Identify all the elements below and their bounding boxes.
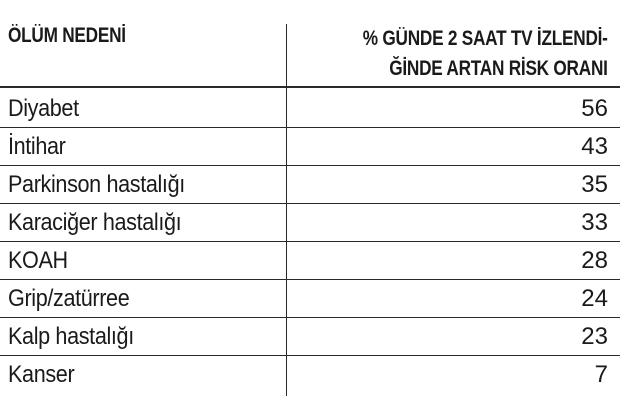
risk-value-cell: 35: [581, 171, 608, 198]
header-risk: % GÜNDE 2 SAAT TV İZLENDİ- ĞİNDE ARTAN R…: [363, 24, 608, 84]
table-row: Parkinson hastalığı 35: [0, 166, 620, 204]
cause-cell: Karaciğer hastalığı: [8, 209, 182, 236]
table-row: Karaciğer hastalığı 33: [0, 204, 620, 242]
cause-cell: KOAH: [8, 247, 68, 274]
cause-cell: Diyabet: [8, 95, 79, 122]
cause-cell: İntihar: [8, 133, 66, 160]
risk-value-cell: 56: [581, 95, 608, 122]
risk-value-cell: 43: [581, 133, 608, 160]
header-rule: [0, 86, 620, 88]
table-body: Diyabet 56 İntihar 43 Parkinson hastalığı 35 K…: [0, 90, 620, 394]
table-row: Diyabet 56: [0, 90, 620, 128]
table-row: Kanser 7: [0, 356, 620, 394]
cause-cell: Kanser: [8, 361, 75, 388]
column-divider: [286, 24, 287, 396]
cause-cell: Kalp hastalığı: [8, 323, 134, 350]
table-row: Kalp hastalığı 23: [0, 318, 620, 356]
table-header: ÖLÜM NEDENİ % GÜNDE 2 SAAT TV İZLENDİ- Ğ…: [0, 0, 620, 88]
risk-value-cell: 33: [581, 209, 608, 236]
table-row: Grip/zatürree 24: [0, 280, 620, 318]
header-cause: ÖLÜM NEDENİ: [8, 24, 126, 47]
cause-cell: Grip/zatürree: [8, 285, 130, 312]
cause-cell: Parkinson hastalığı: [8, 171, 185, 198]
table-row: İntihar 43: [0, 128, 620, 166]
risk-value-cell: 7: [594, 361, 608, 388]
table-row: KOAH 28: [0, 242, 620, 280]
risk-value-cell: 28: [581, 247, 608, 274]
risk-value-cell: 23: [581, 323, 608, 350]
risk-value-cell: 24: [581, 285, 608, 312]
header-risk-line1: % GÜNDE 2 SAAT TV İZLENDİ-: [363, 27, 608, 50]
header-risk-line2: ĞİNDE ARTAN RİSK ORANI: [389, 57, 609, 80]
